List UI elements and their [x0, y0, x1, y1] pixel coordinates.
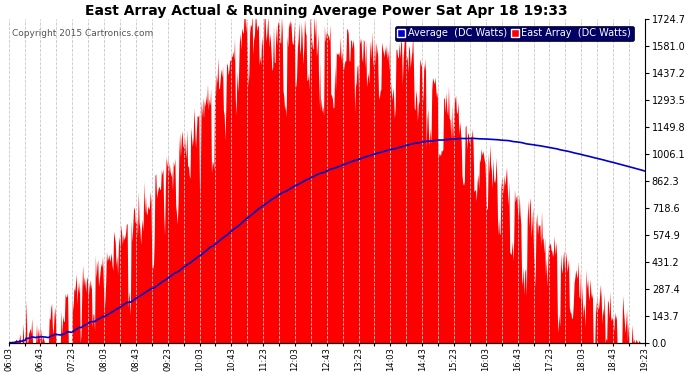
Title: East Array Actual & Running Average Power Sat Apr 18 19:33: East Array Actual & Running Average Powe…: [86, 4, 568, 18]
Legend: Average  (DC Watts), East Array  (DC Watts): Average (DC Watts), East Array (DC Watts…: [395, 26, 633, 40]
Text: Copyright 2015 Cartronics.com: Copyright 2015 Cartronics.com: [12, 29, 153, 38]
